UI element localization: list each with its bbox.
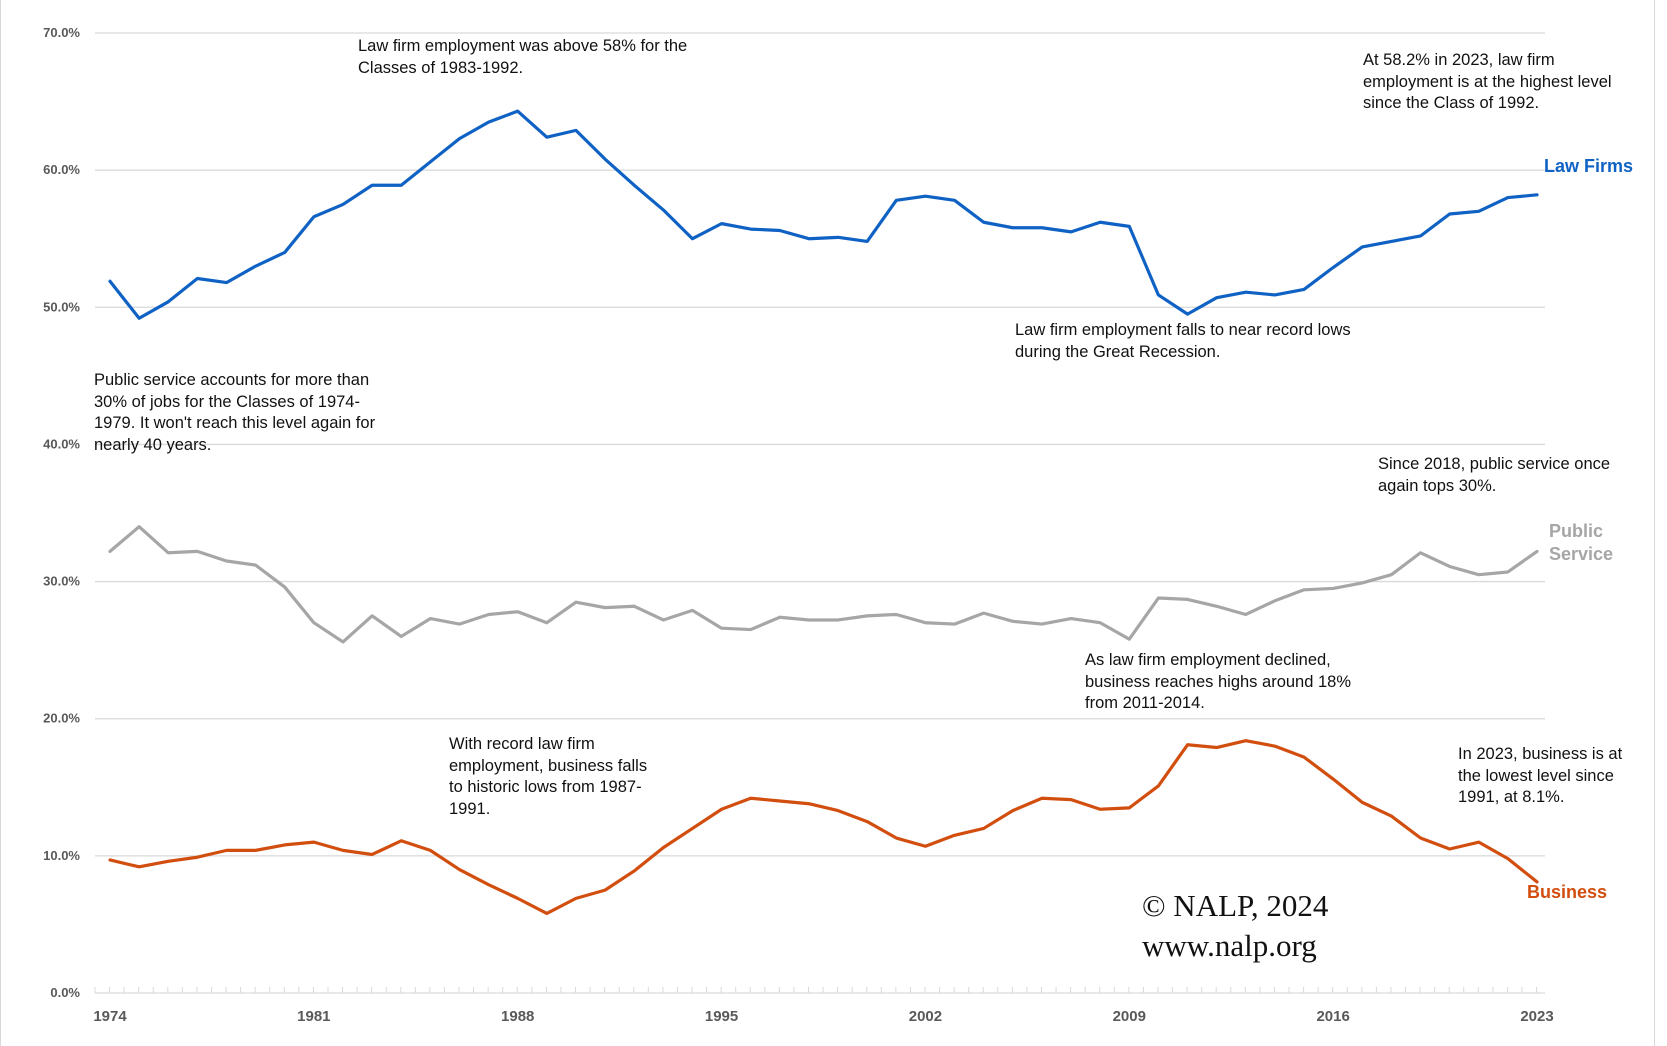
copyright-credit: © NALP, 2024 www.nalp.org bbox=[1142, 888, 1329, 963]
y-axis-ticks: 0.0% 10.0% 20.0% 30.0% 40.0% 50.0% 60.0% 70.0% bbox=[43, 25, 80, 1000]
x-tick-label: 2009 bbox=[1113, 1008, 1146, 1025]
annotation-business-2023: In 2023, business is at the lowest level… bbox=[1458, 745, 1623, 806]
series-line-law-firms bbox=[108, 109, 1539, 320]
series-points-public-service bbox=[109, 526, 1538, 642]
y-tick-label: 40.0% bbox=[43, 436, 80, 451]
y-tick-label: 70.0% bbox=[43, 25, 80, 40]
y-tick-label: 10.0% bbox=[43, 848, 80, 863]
series-label-law-firms: Law Firms bbox=[1544, 156, 1634, 176]
series-lines bbox=[108, 109, 1539, 916]
frame-right-border bbox=[1654, 0, 1655, 1046]
y-tick-label: 60.0% bbox=[43, 162, 80, 177]
x-tick-label: 1995 bbox=[705, 1008, 738, 1025]
annotation-law-firm-2023: At 58.2% in 2023, law firm employment is… bbox=[1363, 51, 1612, 112]
annotation-business-highs: As law firm employment declined, busines… bbox=[1085, 651, 1352, 712]
y-tick-label: 20.0% bbox=[43, 711, 80, 726]
annotation-public-service-early: Public service accounts for more than 30… bbox=[94, 371, 376, 454]
x-tick-label: 1981 bbox=[297, 1008, 330, 1025]
frame-left-border bbox=[0, 0, 1, 1046]
y-tick-label: 50.0% bbox=[43, 299, 80, 314]
x-tick-label: 2023 bbox=[1520, 1008, 1553, 1025]
x-tick-label: 2016 bbox=[1316, 1008, 1349, 1025]
series-line-business bbox=[108, 739, 1539, 916]
y-tick-label: 30.0% bbox=[43, 574, 80, 589]
series-points-business bbox=[109, 740, 1538, 914]
annotation-business-lows: With record law firm employment, busines… bbox=[449, 735, 648, 818]
x-tick-label: 1988 bbox=[501, 1008, 534, 1025]
x-tick-label: 1974 bbox=[93, 1008, 127, 1025]
series-points-law-firms bbox=[109, 111, 1538, 319]
gridlines bbox=[95, 32, 1545, 994]
series-line-public-service bbox=[108, 525, 1539, 644]
x-tick-label: 2002 bbox=[909, 1008, 942, 1025]
annotation-public-service-2018: Since 2018, public service once again to… bbox=[1378, 455, 1611, 495]
x-axis-minor-ticks bbox=[94, 987, 1538, 993]
y-tick-label: 0.0% bbox=[50, 985, 80, 1000]
series-label-business: Business bbox=[1527, 882, 1608, 902]
x-axis-ticks: 1974 1981 1988 1995 2002 2009 2016 2023 bbox=[93, 1008, 1553, 1025]
annotation-law-firm-peak: Law firm employment was above 58% for th… bbox=[358, 37, 688, 77]
annotation-great-recession: Law firm employment falls to near record… bbox=[1015, 321, 1351, 361]
series-label-public-service: Public Service bbox=[1549, 521, 1614, 564]
